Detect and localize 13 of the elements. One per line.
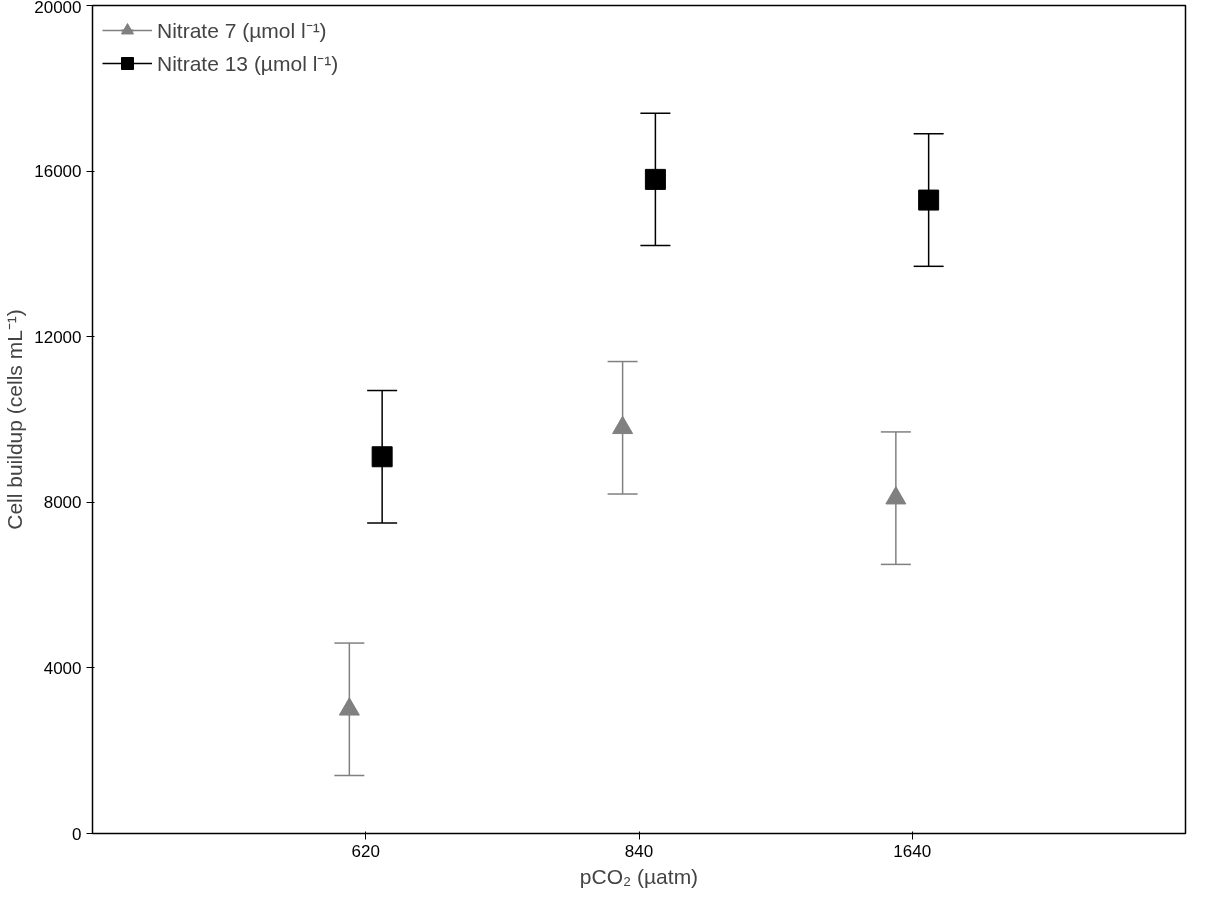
x-tick-label: 1640 — [893, 841, 932, 861]
y-tick-label: 12000 — [34, 327, 82, 347]
legend-label: Nitrate 7 (µmol l⁻¹) — [157, 18, 327, 44]
y-tick-label: 16000 — [34, 162, 82, 182]
y-tick-label: 8000 — [43, 493, 82, 513]
y-axis-title: Cell buildup (cells mL⁻¹) — [3, 309, 27, 530]
y-tick-label: 4000 — [43, 658, 82, 678]
legend-label: Nitrate 13 (µmol l⁻¹) — [157, 51, 339, 77]
x-tick-label: 840 — [624, 841, 654, 861]
x-tick-label: 620 — [351, 841, 380, 861]
y-tick-label: 0 — [72, 824, 82, 844]
x-axis-title: pCO₂ (µatm) — [579, 864, 699, 888]
y-tick-label: 20000 — [34, 0, 82, 17]
